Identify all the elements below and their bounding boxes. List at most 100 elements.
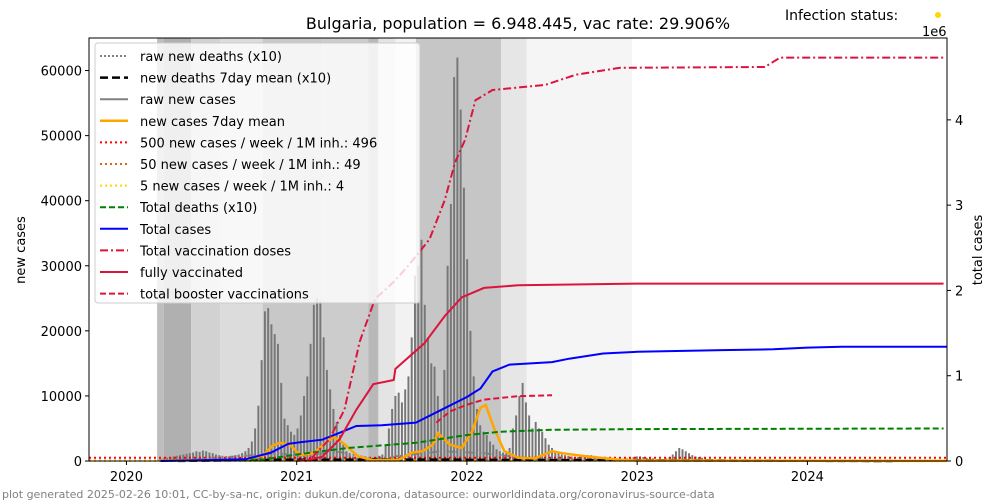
- bar-raw-new-cases: [244, 451, 247, 461]
- bar-raw-new-cases: [554, 451, 557, 461]
- bar-raw-new-cases: [283, 418, 286, 461]
- status-band: [526, 38, 633, 461]
- bar-raw-new-cases: [466, 259, 469, 461]
- y-right-tick-label: 0: [955, 455, 963, 470]
- bar-raw-new-cases: [211, 453, 214, 461]
- right-axis-offset-label: 1e6: [922, 25, 947, 40]
- series-line-total-deaths-x10: [160, 427, 944, 462]
- bar-raw-new-cases: [489, 441, 491, 461]
- bar-raw-new-cases: [515, 415, 518, 461]
- bar-raw-new-cases: [410, 337, 413, 461]
- bar-raw-new-cases: [397, 392, 400, 461]
- legend-box: [94, 42, 421, 304]
- bar-raw-new-cases: [182, 454, 185, 461]
- bar-raw-new-cases: [257, 405, 260, 461]
- x-tick-label: 2024: [791, 470, 824, 485]
- bar-raw-new-cases: [459, 109, 462, 461]
- y-left-tick-label: 20000: [41, 325, 82, 340]
- bar-raw-new-cases: [381, 454, 384, 461]
- bar-raw-new-cases: [423, 304, 426, 461]
- bar-raw-new-cases: [430, 363, 433, 461]
- bar-raw-new-cases: [482, 431, 485, 461]
- bar-raw-new-cases: [668, 457, 671, 461]
- bar-raw-new-cases: [195, 451, 198, 461]
- bar-raw-new-cases: [674, 451, 677, 461]
- bar-raw-new-cases: [267, 308, 270, 461]
- bar-raw-new-cases: [521, 382, 524, 461]
- bar-raw-new-cases: [198, 451, 201, 461]
- legend-label: total booster vaccinations: [140, 288, 309, 303]
- bar-raw-new-cases: [316, 298, 319, 461]
- bar-raw-new-cases: [296, 428, 299, 461]
- bar-raw-new-cases: [237, 454, 240, 461]
- bar-raw-new-cases: [691, 455, 694, 461]
- bar-raw-new-cases: [485, 434, 488, 461]
- bar-raw-new-cases: [427, 337, 430, 461]
- bar-raw-new-cases: [329, 389, 332, 461]
- bar-raw-new-cases: [247, 447, 250, 461]
- bar-raw-new-cases: [201, 450, 204, 461]
- bar-raw-new-cases: [632, 457, 635, 461]
- legend: raw new deaths (x10) new deaths 7day mean…: [94, 42, 421, 304]
- y-left-tick-label: 40000: [41, 195, 82, 210]
- bar-raw-new-cases: [479, 425, 482, 461]
- bar-raw-new-cases: [391, 408, 394, 461]
- bar-raw-new-cases: [322, 337, 325, 461]
- legend-label: 5 new cases / week / 1M inh.: 4: [140, 180, 344, 195]
- bar-raw-new-cases: [671, 454, 674, 461]
- bar-raw-new-cases: [276, 343, 279, 461]
- bar-raw-new-cases: [384, 444, 387, 461]
- bar-raw-new-cases: [551, 447, 553, 461]
- bar-raw-new-cases: [635, 456, 638, 461]
- bar-raw-new-cases: [417, 265, 420, 461]
- bar-raw-new-cases: [580, 456, 583, 461]
- legend-label: fully vaccinated: [140, 266, 243, 281]
- bar-raw-new-cases: [492, 444, 495, 461]
- series-line-fully-vaccinated: [304, 282, 944, 462]
- bar-raw-new-cases: [528, 415, 531, 461]
- bar-raw-new-cases: [241, 453, 244, 461]
- bar-raw-new-cases: [472, 376, 475, 461]
- series-line-total-booster-vaccinations: [435, 394, 553, 424]
- bar-raw-new-cases: [560, 454, 563, 461]
- y-left-tick-label: 10000: [41, 390, 82, 405]
- bar-raw-new-cases: [524, 402, 527, 461]
- x-tick-label: 2023: [621, 470, 654, 485]
- series-line-total-vaccination-doses: [296, 56, 944, 462]
- y-right-tick-label: 2: [955, 284, 963, 299]
- bar-raw-new-cases: [684, 451, 687, 461]
- bar-raw-new-cases: [505, 451, 508, 461]
- footer-credits: plot generated 2025-02-26 10:01, CC-by-s…: [2, 488, 715, 500]
- bar-raw-new-cases: [413, 275, 416, 461]
- bar-raw-new-cases: [254, 428, 257, 461]
- legend-label: 500 new cases / week / 1M inh.: 496: [140, 136, 377, 151]
- legend-label: raw new cases: [140, 93, 236, 108]
- y-left-tick-label: 60000: [41, 65, 82, 80]
- y-right-tick-label: 3: [955, 199, 963, 214]
- legend-label: Total vaccination doses: [139, 244, 291, 259]
- status-band: [415, 38, 501, 461]
- bar-raw-new-cases: [325, 369, 328, 461]
- y-left-tick-label: 0: [74, 455, 82, 470]
- bar-raw-new-cases: [557, 453, 560, 461]
- bar-raw-new-cases: [319, 301, 322, 461]
- bar-raw-new-cases: [345, 451, 348, 461]
- bar-raw-new-cases: [250, 441, 253, 461]
- bar-raw-new-cases: [498, 451, 501, 461]
- bar-raw-new-cases: [306, 376, 309, 461]
- bar-raw-new-cases: [355, 457, 358, 461]
- bar-raw-new-cases: [338, 434, 341, 461]
- bar-raw-new-cases: [453, 77, 456, 462]
- x-tick-label: 2021: [280, 470, 313, 485]
- series-line-total-cases: [160, 345, 947, 462]
- plot-frame: [88, 37, 948, 462]
- left-axis-label: new cases: [14, 216, 29, 284]
- bar-raw-new-cases: [436, 395, 439, 461]
- series-line-new-cases-7day-mean: [160, 403, 948, 463]
- bar-raw-new-cases: [303, 395, 306, 461]
- legend-label: new deaths 7day mean (x10): [140, 72, 331, 87]
- chart-title: Bulgaria, population = 6.948.445, vac ra…: [306, 14, 730, 33]
- bar-raw-new-cases: [169, 457, 172, 461]
- bar-raw-new-cases: [231, 455, 234, 461]
